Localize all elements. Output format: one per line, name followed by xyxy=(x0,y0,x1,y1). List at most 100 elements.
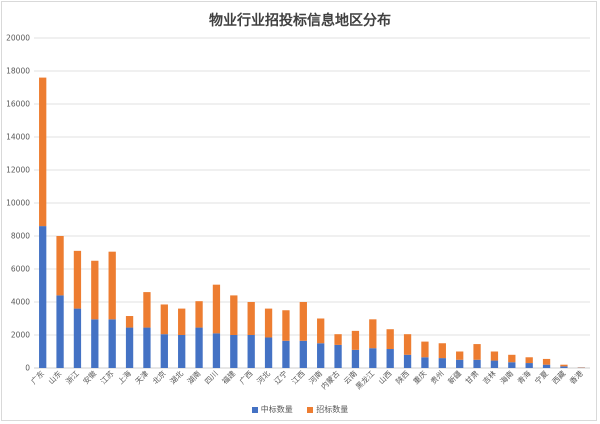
legend-label-bid: 招标数量 xyxy=(316,405,349,414)
x-tick-label: 内蒙古 xyxy=(318,368,341,391)
legend-item-win: 中标数量 xyxy=(251,404,293,415)
legend-label-win: 中标数量 xyxy=(260,405,293,414)
bar-win xyxy=(560,366,568,368)
x-tick-label: 山东 xyxy=(46,368,64,386)
x-tick-label: 安徽 xyxy=(81,368,99,386)
bar-bid xyxy=(438,343,446,359)
bar-bid xyxy=(282,310,290,341)
bar-win xyxy=(403,354,412,368)
bar-win xyxy=(195,327,203,368)
bar-win xyxy=(438,358,446,368)
x-tick-label: 山西 xyxy=(376,368,394,386)
y-tick-label: 2000 xyxy=(11,331,30,340)
legend-item-bid: 招标数量 xyxy=(307,404,348,415)
x-tick-label: 广西 xyxy=(237,368,255,386)
x-tick-label: 贵州 xyxy=(428,368,446,386)
x-tick-label: 青海 xyxy=(515,368,533,386)
bar-win xyxy=(282,340,290,368)
bar-win xyxy=(125,327,134,368)
y-tick-label: 16000 xyxy=(6,100,30,109)
bar-win xyxy=(143,327,151,368)
bar-bid xyxy=(212,284,221,334)
bar-bid xyxy=(317,318,325,344)
bar-win xyxy=(490,360,499,368)
bar-win xyxy=(334,344,342,368)
bar-bid xyxy=(456,351,464,360)
bar-win xyxy=(247,335,255,368)
bar-win xyxy=(421,357,429,368)
x-tick-label: 江苏 xyxy=(98,368,116,386)
bar-win xyxy=(264,337,273,368)
bar-win xyxy=(56,295,64,368)
bar-win xyxy=(39,226,47,368)
x-tick-label: 西藏 xyxy=(550,368,568,386)
x-tick-label: 海南 xyxy=(498,368,516,386)
bar-win xyxy=(212,333,221,368)
bar-bid xyxy=(73,250,82,309)
bar-bid xyxy=(178,308,186,335)
bar-win xyxy=(525,363,533,368)
bar-bid xyxy=(473,344,481,360)
bar-bid xyxy=(542,358,551,365)
bar-win xyxy=(178,335,186,368)
x-tick-label: 福建 xyxy=(220,368,238,386)
bar-win xyxy=(230,335,238,368)
bar-win xyxy=(386,349,394,368)
y-tick-label: 10000 xyxy=(6,199,30,208)
x-tick-label: 四川 xyxy=(203,369,220,386)
chart-legend: 中标数量 招标数量 xyxy=(0,404,600,415)
bar-win xyxy=(160,334,168,368)
x-tick-label: 河北 xyxy=(255,369,272,386)
x-tick-label: 辽宁 xyxy=(272,368,290,386)
x-tick-label: 新疆 xyxy=(445,368,463,386)
bar-bid xyxy=(508,354,516,363)
bar-bid xyxy=(525,357,533,364)
bar-bid xyxy=(108,251,116,320)
bar-bid xyxy=(247,302,255,335)
bar-bid xyxy=(369,319,377,349)
x-tick-label: 湖南 xyxy=(185,368,203,386)
bar-bid xyxy=(403,334,412,355)
bar-bid xyxy=(143,292,151,328)
y-tick-label: 4000 xyxy=(11,298,30,307)
legend-swatch-win xyxy=(251,406,258,413)
bar-bid xyxy=(195,301,203,328)
bar-bid xyxy=(91,260,99,320)
bar-win xyxy=(542,364,551,368)
bar-win xyxy=(508,362,516,368)
x-tick-label: 上海 xyxy=(115,368,133,386)
y-tick-label: 14000 xyxy=(6,133,30,142)
bar-bid xyxy=(334,334,342,345)
x-tick-label: 重庆 xyxy=(411,368,429,386)
bar-win xyxy=(456,359,464,368)
x-tick-label: 甘肃 xyxy=(463,368,481,386)
bar-win xyxy=(73,308,82,368)
bar-bid xyxy=(560,364,568,367)
bar-bid xyxy=(299,302,307,341)
bar-win xyxy=(317,343,325,368)
x-tick-label: 天津 xyxy=(133,369,150,386)
bar-bid xyxy=(386,329,394,350)
legend-swatch-bid xyxy=(307,406,314,413)
y-tick-label: 0 xyxy=(25,364,30,373)
x-tick-label: 广东 xyxy=(28,368,46,386)
y-tick-label: 6000 xyxy=(11,265,30,274)
bar-win xyxy=(473,359,481,368)
bar-win xyxy=(108,319,116,368)
y-tick-label: 20000 xyxy=(6,34,30,43)
y-tick-label: 8000 xyxy=(11,232,30,241)
bar-win xyxy=(369,348,377,368)
x-tick-label: 湖北 xyxy=(168,369,185,386)
bar-bid xyxy=(39,77,47,227)
x-tick-label: 宁夏 xyxy=(532,368,550,386)
y-tick-label: 12000 xyxy=(6,166,30,175)
x-tick-label: 香港 xyxy=(567,368,585,386)
x-tick-label: 北京 xyxy=(150,368,168,386)
bar-bid xyxy=(421,341,429,358)
bar-bid xyxy=(264,308,273,338)
x-tick-label: 江西 xyxy=(290,369,307,386)
bar-bid xyxy=(230,295,238,335)
bar-win xyxy=(351,349,360,368)
x-tick-label: 浙江 xyxy=(63,368,81,386)
